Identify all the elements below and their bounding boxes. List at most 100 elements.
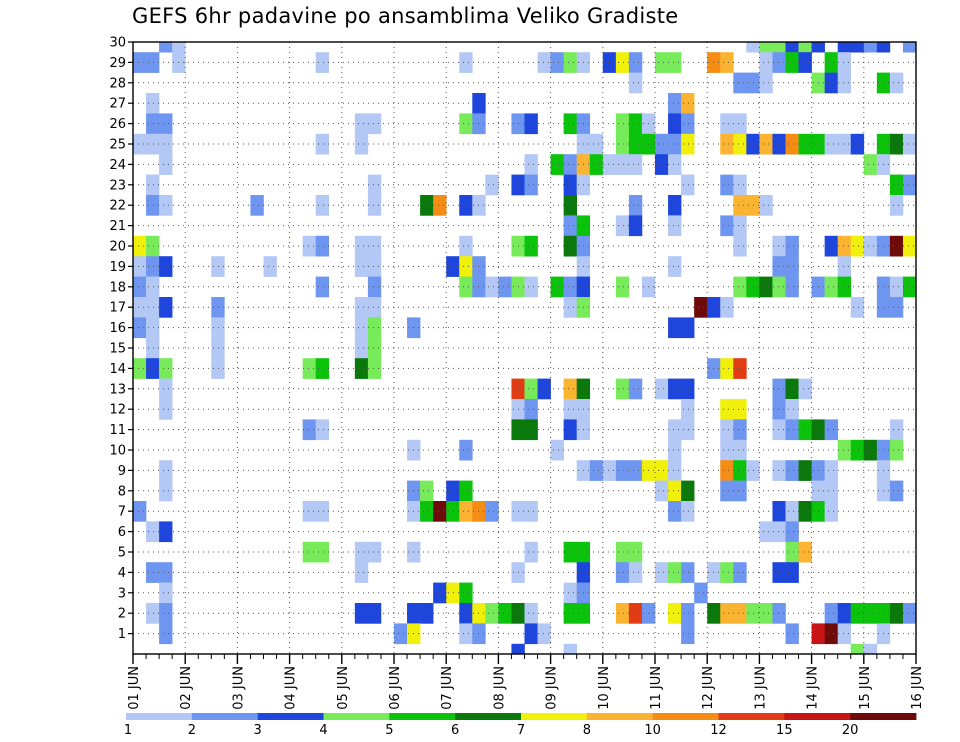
heatmap-cell: [668, 562, 682, 583]
heatmap-cell: [785, 52, 799, 73]
heatmap-cell: [394, 623, 408, 645]
heatmap-cell: [759, 195, 773, 216]
heatmap-cell: [146, 562, 160, 583]
heatmap-cell: [367, 113, 382, 135]
heatmap-cell: [785, 399, 799, 420]
heatmap-cell: [524, 113, 538, 135]
heatmap-cell: [498, 603, 512, 624]
y-tick-label: 7: [118, 505, 126, 520]
legend-label: 1: [124, 723, 132, 738]
heatmap-cell: [563, 582, 577, 604]
heatmap-cell: [367, 256, 382, 277]
heatmap-cell: [146, 93, 160, 114]
heatmap-cell: [211, 256, 225, 277]
heatmap-cell: [367, 358, 382, 379]
legend-label: 8: [583, 723, 591, 738]
heatmap-cell: [146, 521, 160, 543]
heatmap-cell: [759, 603, 773, 624]
heatmap-cell: [563, 541, 577, 563]
legend-swatch: [126, 713, 193, 720]
y-tick-label: 6: [118, 525, 126, 540]
heatmap-cell: [159, 133, 173, 155]
heatmap-cell: [628, 113, 643, 135]
heatmap-cell: [733, 419, 747, 441]
heatmap-cell: [589, 460, 604, 481]
x-tick-label: 16 JUN: [910, 666, 925, 710]
heatmap-cell: [485, 603, 499, 624]
heatmap-cell: [785, 501, 799, 522]
heatmap-cell: [785, 623, 799, 645]
heatmap-cell: [720, 460, 734, 481]
heatmap-cell: [524, 419, 538, 441]
y-tick-label: 13: [109, 382, 126, 397]
y-tick-label: 17: [109, 301, 126, 316]
heatmap-cell: [524, 276, 538, 298]
heatmap-cell: [850, 133, 865, 155]
heatmap-cell: [615, 562, 630, 583]
heatmap-cell: [798, 541, 812, 563]
heatmap-cell: [876, 42, 891, 53]
heatmap-cell: [785, 460, 799, 481]
y-tick-label: 5: [118, 546, 126, 561]
heatmap-cell: [433, 501, 447, 522]
heatmap-cell: [420, 195, 434, 216]
x-tick-label: 13 JUN: [753, 666, 768, 710]
heatmap-cell: [211, 337, 225, 359]
heatmap-cell: [354, 358, 369, 379]
heatmap-cell: [211, 317, 225, 339]
heatmap-cell: [889, 439, 904, 461]
heatmap-cell: [668, 439, 682, 461]
heatmap-cell: [655, 460, 669, 481]
heatmap-cell: [772, 52, 786, 73]
color-legend: 1 2 3 4 5 6 7 8 10 12 15 20: [124, 713, 917, 738]
heatmap-cell: [563, 215, 577, 237]
x-tick-label: 10 JUN: [597, 666, 612, 710]
heatmap-cell: [681, 419, 695, 441]
heatmap-cell: [759, 521, 773, 543]
heatmap-cell: [159, 460, 173, 481]
legend-label: 2: [188, 723, 196, 738]
heatmap-cell: [446, 582, 460, 604]
heatmap-cell: [354, 256, 369, 277]
y-tick-label: 8: [118, 484, 126, 499]
heatmap-cell: [733, 399, 747, 420]
y-tick-label: 3: [118, 586, 126, 601]
heatmap-cell: [589, 133, 604, 155]
heatmap-cell: [785, 235, 799, 257]
heatmap-cell: [459, 501, 473, 522]
heatmap-cell: [133, 358, 147, 379]
heatmap-cell: [863, 154, 878, 175]
heatmap-cell: [733, 195, 747, 216]
heatmap-cell: [498, 276, 512, 298]
heatmap-cell: [459, 480, 473, 502]
heatmap-cell: [902, 603, 917, 624]
y-tick-label: 15: [109, 342, 126, 357]
heatmap-cell: [354, 562, 369, 583]
heatmap-cell: [420, 603, 434, 624]
heatmap-cell: [133, 276, 147, 298]
heatmap-cell: [628, 460, 643, 481]
heatmap-cell: [315, 133, 330, 155]
x-tick-label: 15 JUN: [858, 666, 873, 710]
heatmap-cell: [302, 358, 316, 379]
heatmap-cell: [733, 133, 747, 155]
heatmap-cell: [133, 256, 147, 277]
heatmap-cell: [772, 501, 786, 522]
heatmap-cell: [146, 358, 160, 379]
x-tick-label: 02 JUN: [179, 666, 194, 710]
heatmap-cell: [824, 480, 838, 502]
heatmap-cell: [133, 317, 147, 339]
heatmap-cell: [837, 52, 852, 73]
heatmap-cell: [459, 195, 473, 216]
y-tick-label: 19: [109, 260, 126, 275]
heatmap-cell: [524, 174, 538, 196]
heatmap-cell: [668, 215, 682, 237]
heatmap-cell: [668, 133, 682, 155]
heatmap-cell: [759, 133, 773, 155]
legend-label: 3: [254, 723, 262, 738]
heatmap-cell: [720, 399, 734, 420]
heatmap-cell: [785, 562, 799, 583]
heatmap-cell: [550, 52, 564, 73]
heatmap-cell: [615, 113, 630, 135]
heatmap-cell: [133, 235, 147, 257]
